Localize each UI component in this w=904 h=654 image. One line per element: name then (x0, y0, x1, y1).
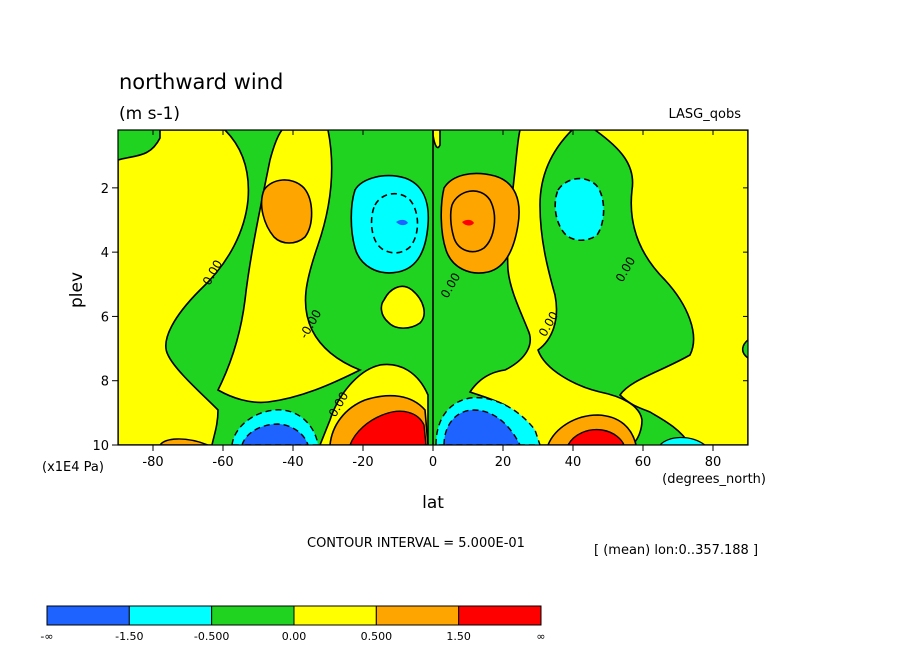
color-bar-label: -0.500 (194, 630, 229, 643)
orange-max-center-inner (449, 190, 496, 253)
x-tick-label: 40 (565, 455, 582, 470)
orange-max-west (260, 179, 313, 244)
red-max-west (349, 410, 427, 445)
x-axis-units: (degrees_north) (662, 472, 766, 487)
color-bar: -∞ -1.50 -0.500 0.00 0.500 1.50 ∞ (40, 605, 546, 643)
color-bar-label: 0.500 (361, 630, 393, 643)
x-tick-label: -60 (212, 455, 233, 470)
color-bar-label: -∞ (40, 630, 53, 643)
x-axis-label: lat (422, 493, 444, 513)
blue-min-center (443, 409, 521, 445)
y-tick-label: 4 (101, 246, 109, 261)
dataset-label: LASG_qobs (669, 107, 742, 122)
orange-max-center (440, 172, 520, 274)
blue-small-min (396, 219, 408, 226)
color-bar-label: ∞ (536, 630, 545, 643)
y-axis-units: (x1E4 Pa) (42, 460, 104, 475)
red-max-east (567, 428, 625, 445)
yellow-region-center-bubble (380, 285, 425, 329)
color-bar-swatch (46, 605, 130, 626)
y-axis: 2 4 6 8 10 (92, 182, 748, 454)
x-tick-label: 80 (705, 455, 722, 470)
color-bar-label: 1.50 (446, 630, 471, 643)
color-bar-label: -1.50 (115, 630, 143, 643)
averaging-note: [ (mean) lon:0..357.188 ] (594, 543, 758, 558)
color-bar-swatch (375, 605, 460, 626)
chart-units: (m s-1) (119, 104, 180, 124)
x-tick-label: 60 (635, 455, 652, 470)
color-bar-swatch (458, 605, 542, 626)
contour-interval-note: CONTOUR INTERVAL = 5.000E-01 (307, 536, 525, 551)
cyan-min-west (350, 174, 430, 274)
y-tick-label: 6 (101, 310, 109, 325)
color-bar-swatch (128, 605, 213, 626)
y-tick-label: 10 (92, 439, 109, 454)
x-tick-label: -20 (352, 455, 373, 470)
y-tick-label: 2 (101, 182, 109, 197)
y-tick-label: 8 (101, 375, 109, 390)
color-bar-swatch (211, 605, 295, 626)
red-small-max (462, 219, 474, 226)
edge-contour (742, 339, 748, 359)
cyan-min-east (554, 177, 605, 242)
color-bar-label: 0.00 (282, 630, 307, 643)
x-axis: -80 -60 -40 -20 0 20 40 60 80 (142, 130, 721, 470)
plot-area: 0.00-0.000.000.000.000.00 -80 -60 -40 -20 0 2… (92, 129, 749, 470)
x-tick-label: -40 (282, 455, 303, 470)
x-tick-label: 20 (495, 455, 512, 470)
chart-title: northward wind (119, 70, 283, 94)
x-tick-label: -80 (142, 455, 163, 470)
cyan-min-west-dashed (370, 192, 419, 254)
blue-min-west (241, 423, 309, 445)
y-axis-label: plev (67, 272, 87, 308)
yellow-region-center-top (432, 130, 441, 149)
yellow-region-west (118, 130, 250, 445)
yellow-region-east (593, 130, 748, 445)
yellow-region-west-inner (216, 130, 362, 404)
color-bar-swatch (293, 605, 377, 626)
x-tick-label: 0 (429, 455, 437, 470)
